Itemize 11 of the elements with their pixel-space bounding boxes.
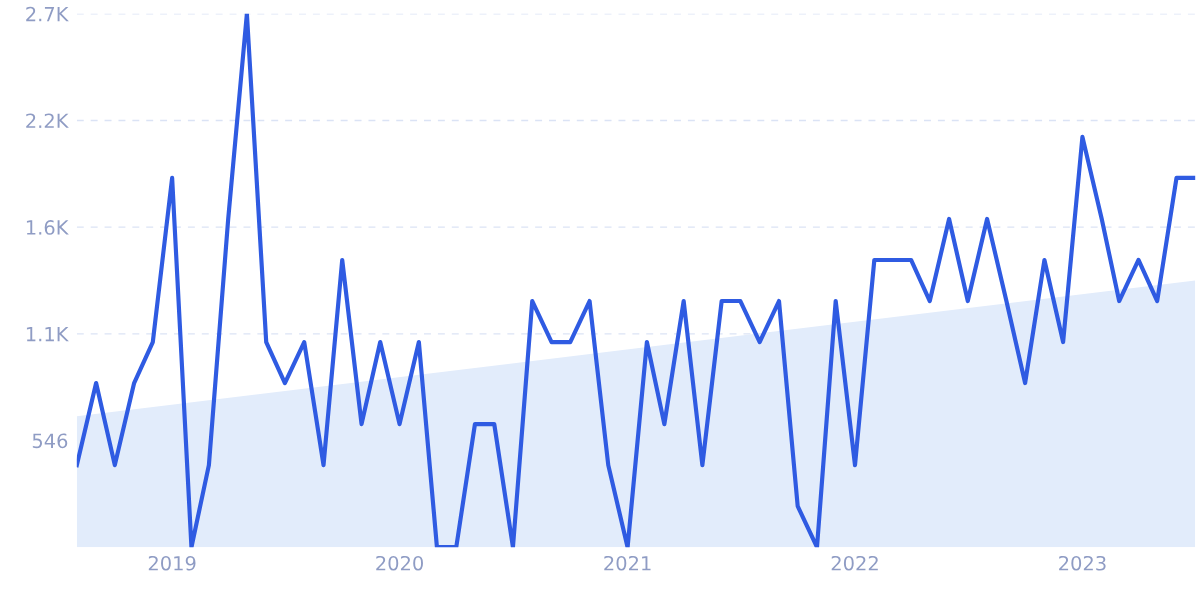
x-tick-label: 2019 bbox=[148, 555, 196, 571]
x-tick-label: 2020 bbox=[376, 555, 423, 571]
x-tick-label: 2023 bbox=[1059, 555, 1106, 571]
y-tick-label: 2.7K bbox=[26, 6, 69, 22]
y-tick-label: 1.1K bbox=[26, 327, 69, 342]
y-tick-label: 1.6K bbox=[26, 220, 69, 235]
x-tick-label: 2022 bbox=[831, 555, 878, 571]
x-tick-label: 2021 bbox=[604, 555, 651, 571]
y-tick-label: 546 bbox=[32, 433, 68, 449]
line-series bbox=[76, 13, 1196, 548]
y-tick-label: 2.2K bbox=[26, 113, 69, 128]
